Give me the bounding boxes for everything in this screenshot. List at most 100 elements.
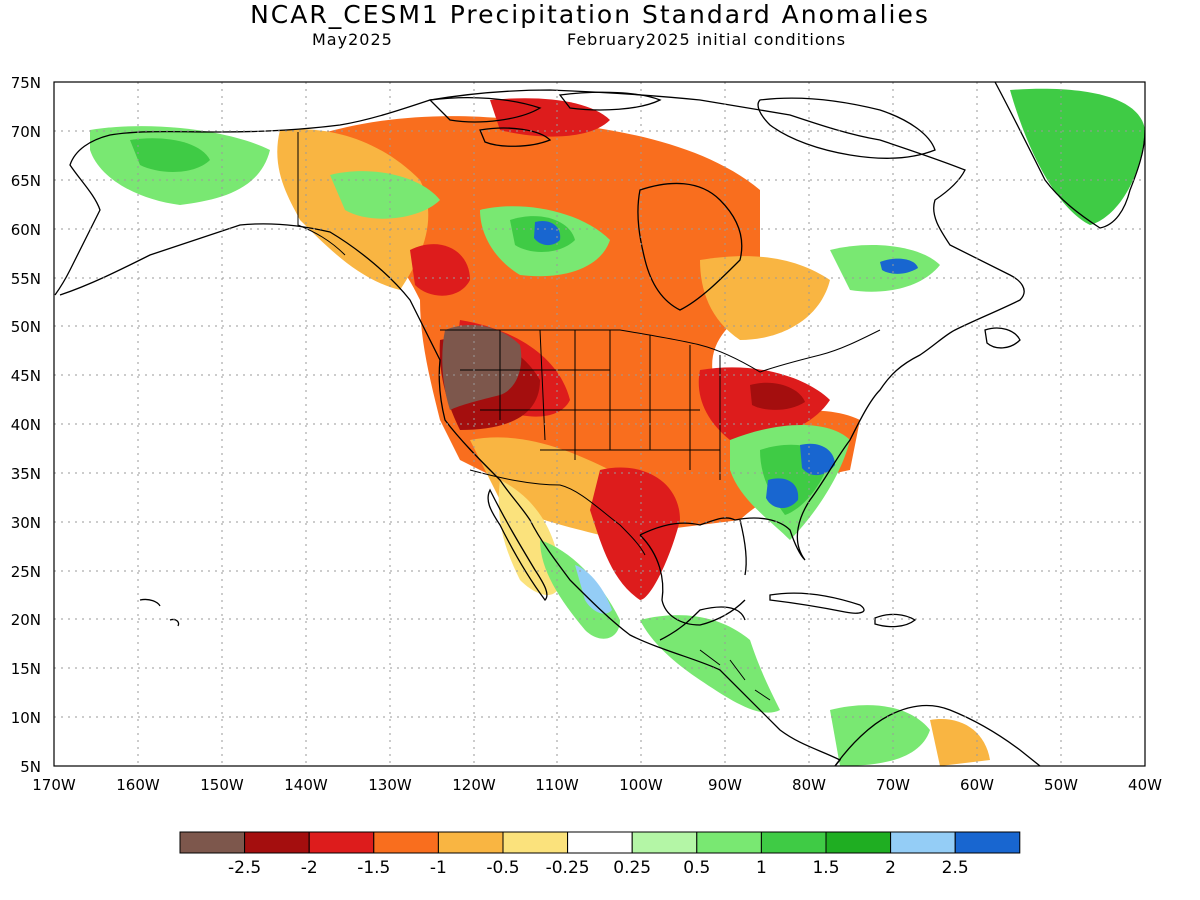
border-us-states [460, 329, 721, 480]
anomaly-region-red-canada [410, 244, 470, 296]
colorbar-label: 1 [756, 858, 767, 878]
colorbar-cell [825, 831, 892, 854]
lon-label: 40W [1128, 776, 1162, 794]
border-us-mexico [469, 469, 646, 556]
lat-label: 55N [11, 270, 41, 288]
colorbar-cell [567, 831, 633, 854]
coastline-hawaii [139, 598, 180, 627]
colorbar-cell [696, 831, 762, 854]
lon-label: 170W [32, 776, 76, 794]
lat-label: 25N [11, 563, 41, 581]
coastline-south-america [834, 704, 1041, 766]
colorbar [179, 831, 1021, 854]
coastline-greenland [994, 82, 1145, 229]
coastline-cuba [769, 592, 865, 614]
anomaly-region-green-south-america [830, 705, 930, 766]
lat-label: 45N [11, 367, 41, 385]
coastline-layer [54, 82, 1145, 766]
anomaly-region-blue-labrador [880, 258, 918, 274]
map-title: NCAR_CESM1 Precipitation Standard Anomal… [250, 0, 930, 29]
border-layer [297, 132, 881, 701]
colorbar-cell [308, 831, 375, 854]
anomaly-region-green-central-america [640, 615, 780, 713]
border-alaska-canada [297, 132, 346, 256]
colorbar-label: 2 [885, 858, 896, 878]
lon-label: 90W [708, 776, 742, 794]
lat-label: 20N [11, 611, 41, 629]
colorbar-cell [890, 831, 956, 854]
colorbar-labels: -2.5 -2 -1.5 -1 -0.5 -0.25 0.25 0.5 1 1.… [228, 858, 969, 878]
anomaly-region-lightorange-east [700, 256, 830, 340]
anomaly-region-brown-northwest [442, 325, 522, 410]
anomaly-region-darkred-ohio [750, 382, 805, 410]
lon-label: 100W [619, 776, 663, 794]
lat-label: 75N [11, 74, 41, 92]
anomaly-region-red-texas [590, 467, 680, 600]
colorbar-cell [437, 831, 504, 854]
lon-label: 110W [535, 776, 579, 794]
anomaly-field-layer [90, 88, 1145, 766]
lat-label: 40N [11, 416, 41, 434]
coastline-baffin-island [757, 97, 936, 159]
anomaly-region-blue-georgia [766, 478, 799, 509]
anomaly-region-lightblue-west-mexico [575, 565, 612, 614]
lat-label: 70N [11, 123, 41, 141]
colorbar-cell [373, 831, 439, 854]
lat-label: 10N [11, 709, 41, 727]
coastline-hudson-bay [637, 182, 743, 311]
anomaly-region-yellow-mexico [498, 480, 560, 595]
lon-label: 140W [284, 776, 328, 794]
gridline-layer [54, 82, 1145, 766]
lon-label: 150W [200, 776, 244, 794]
map-frame [53, 81, 1146, 767]
lon-label: 130W [368, 776, 412, 794]
lat-label: 35N [11, 465, 41, 483]
colorbar-cell [179, 831, 246, 854]
colorbar-cell [954, 831, 1021, 854]
colorbar-cell [760, 831, 827, 854]
colorbar-label: -0.5 [486, 858, 519, 878]
colorbar-label: -2 [301, 858, 318, 878]
lon-label: 70W [876, 776, 910, 794]
colorbar-label: 2.5 [942, 858, 969, 878]
longitude-labels: 170W 160W 150W 140W 130W 120W 110W 100W … [32, 776, 1162, 794]
colorbar-cell [244, 831, 310, 854]
anomaly-region-darkgreen-alaska [130, 138, 210, 172]
coastline-newfoundland [984, 327, 1021, 349]
colorbar-label: -0.25 [546, 858, 590, 878]
initial-conditions-label: February2025 initial conditions [567, 30, 847, 49]
coastline-baja-california [487, 488, 548, 601]
lon-label: 60W [960, 776, 994, 794]
lon-label: 160W [116, 776, 160, 794]
colorbar-label: 0.25 [613, 858, 651, 878]
coastline-arctic-islands [428, 91, 662, 147]
anomaly-region-green-greenland [1010, 88, 1145, 225]
valid-date-label: May2025 [312, 30, 393, 49]
lat-label: 65N [11, 172, 41, 190]
colorbar-label: -2.5 [228, 858, 261, 878]
anomaly-region-blue-central-canada [534, 220, 561, 246]
lat-label: 60N [11, 221, 41, 239]
colorbar-cell [631, 831, 698, 854]
anomaly-region-green-yukon [330, 171, 440, 219]
lat-label: 5N [20, 758, 41, 776]
colorbar-label: -1.5 [357, 858, 390, 878]
lon-label: 50W [1044, 776, 1078, 794]
border-us-canada [440, 329, 881, 373]
colorbar-cell [502, 831, 569, 854]
lon-label: 120W [452, 776, 496, 794]
colorbar-label: 0.5 [683, 858, 710, 878]
border-central-america [699, 649, 771, 701]
colorbar-label: 1.5 [812, 858, 839, 878]
latitude-labels: 75N 70N 65N 60N 55N 50N 45N 40N 35N 30N … [11, 74, 41, 776]
lon-label: 80W [792, 776, 826, 794]
anomaly-region-orange-venezuela [930, 719, 990, 766]
lat-label: 15N [11, 660, 41, 678]
coastline-hispaniola [874, 613, 917, 628]
lat-label: 50N [11, 318, 41, 336]
lat-label: 30N [11, 514, 41, 532]
colorbar-label: -1 [430, 858, 447, 878]
anomaly-region-red-arctic [490, 98, 610, 137]
coastline-north-america [54, 89, 1025, 766]
